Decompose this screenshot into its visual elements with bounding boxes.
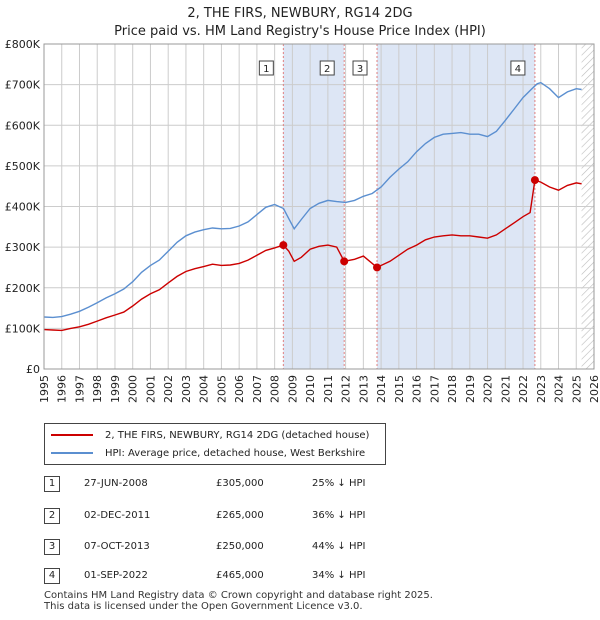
chart-legend: 2, THE FIRS, NEWBURY, RG14 2DG (detached…	[44, 423, 386, 465]
x-tick-label: 2001	[144, 375, 157, 403]
sale-number-badge	[319, 60, 335, 76]
table-row: 4 01-SEP-2022 £465,000 34% ↓ HPI	[44, 566, 384, 586]
legend-item-hpi: HPI: Average price, detached house, West…	[51, 445, 365, 461]
x-tick-label: 2017	[428, 375, 441, 403]
sale-point	[373, 263, 382, 272]
x-tick-label: 2026	[588, 375, 600, 403]
chart-subtitle: Price paid vs. HM Land Registry's House …	[114, 24, 486, 39]
legend-item-price: 2, THE FIRS, NEWBURY, RG14 2DG (detached…	[51, 427, 369, 443]
x-tick-label: 2014	[375, 375, 388, 403]
x-tick-label: 2002	[162, 375, 175, 403]
x-tick-label: 2000	[127, 375, 140, 403]
y-tick-label: £700K	[5, 79, 41, 92]
row-price: £265,000	[216, 510, 264, 521]
x-tick-label: 2003	[180, 375, 193, 403]
x-tick-label: 2022	[517, 375, 530, 403]
sale-number-badge	[510, 60, 526, 76]
row-number-badge: 3	[44, 539, 60, 555]
row-hpi: 36% ↓ HPI	[312, 510, 366, 521]
x-tick-label: 2007	[251, 375, 264, 403]
y-tick-label: £300K	[5, 241, 41, 254]
row-date: 02-DEC-2011	[84, 510, 151, 521]
chart-title: 2, THE FIRS, NEWBURY, RG14 2DG	[187, 6, 413, 21]
row-hpi: 34% ↓ HPI	[312, 570, 366, 581]
y-tick-label: £200K	[5, 282, 41, 295]
x-tick-label: 2010	[304, 375, 317, 403]
y-tick-label: £100K	[5, 322, 41, 335]
sale-number-badge	[352, 60, 368, 76]
x-tick-label: 2009	[286, 375, 299, 403]
footer-line-2: This data is licensed under the Open Gov…	[44, 601, 363, 612]
row-hpi: 44% ↓ HPI	[312, 541, 366, 552]
price-paid-line	[43, 179, 582, 332]
legend-label-hpi: HPI: Average price, detached house, West…	[105, 447, 366, 459]
row-date: 07-OCT-2013	[84, 541, 150, 552]
sale-number-label: 4	[515, 64, 521, 75]
row-number-badge: 4	[44, 568, 60, 584]
y-tick-label: £600K	[5, 119, 41, 132]
sale-point	[279, 241, 288, 250]
legend-swatch-hpi	[51, 452, 93, 454]
x-tick-label: 2008	[269, 375, 282, 403]
legend-label-price: 2, THE FIRS, NEWBURY, RG14 2DG (detached…	[105, 429, 370, 441]
y-tick-label: £500K	[5, 160, 41, 173]
x-tick-label: 2015	[393, 375, 406, 403]
y-tick-label: £800K	[5, 38, 41, 51]
row-date: 27-JUN-2008	[84, 478, 148, 489]
row-number-badge: 1	[44, 476, 60, 492]
x-tick-label: 2018	[446, 375, 459, 403]
x-tick-label: 1999	[109, 375, 122, 403]
sale-point	[530, 176, 539, 185]
price-chart: £0 £100K £200K £300K £400K £500K £600K £700K £80…	[5, 38, 600, 403]
x-tick-label: 1995	[38, 375, 51, 403]
x-tick-label: 1997	[73, 375, 86, 403]
row-price: £250,000	[216, 541, 264, 552]
footer-line-1: Contains HM Land Registry data © Crown c…	[44, 590, 433, 601]
row-hpi: 25% ↓ HPI	[312, 478, 366, 489]
x-tick-label: 1996	[56, 375, 69, 403]
sale-number-label: 1	[263, 64, 269, 75]
row-price: £305,000	[216, 478, 264, 489]
x-tick-label: 2016	[411, 375, 424, 403]
x-tick-label: 2012	[340, 375, 353, 403]
row-number-badge: 2	[44, 508, 60, 524]
x-tick-label: 2011	[322, 375, 335, 403]
x-tick-label: 2021	[499, 375, 512, 403]
x-tick-label: 2023	[535, 375, 548, 403]
x-tick-label: 1998	[91, 375, 104, 403]
x-tick-label: 2013	[357, 375, 370, 403]
sale-number-badge	[258, 60, 274, 76]
x-tick-label: 2025	[570, 375, 583, 403]
table-row: 2 02-DEC-2011 £265,000 36% ↓ HPI	[44, 506, 384, 526]
y-tick-label: £400K	[5, 201, 41, 214]
x-tick-label: 2005	[215, 375, 228, 403]
plot-border	[43, 43, 595, 370]
x-tick-label: 2004	[198, 375, 211, 403]
row-date: 01-SEP-2022	[84, 570, 148, 581]
x-tick-label: 2006	[233, 375, 246, 403]
x-tick-label: 2024	[553, 375, 566, 403]
row-price: £465,000	[216, 570, 264, 581]
footer-note: Contains HM Land Registry data © Crown c…	[44, 590, 433, 612]
x-tick-label: 2019	[464, 375, 477, 403]
legend-swatch-price	[51, 434, 93, 436]
sale-number-label: 3	[357, 64, 363, 75]
table-row: 3 07-OCT-2013 £250,000 44% ↓ HPI	[44, 537, 384, 557]
sale-number-label: 2	[324, 64, 330, 75]
x-tick-label: 2020	[482, 375, 495, 403]
table-row: 1 27-JUN-2008 £305,000 25% ↓ HPI	[44, 474, 384, 494]
hpi-line	[43, 81, 582, 319]
y-tick-label: £0	[26, 363, 40, 376]
sale-point	[340, 257, 349, 266]
